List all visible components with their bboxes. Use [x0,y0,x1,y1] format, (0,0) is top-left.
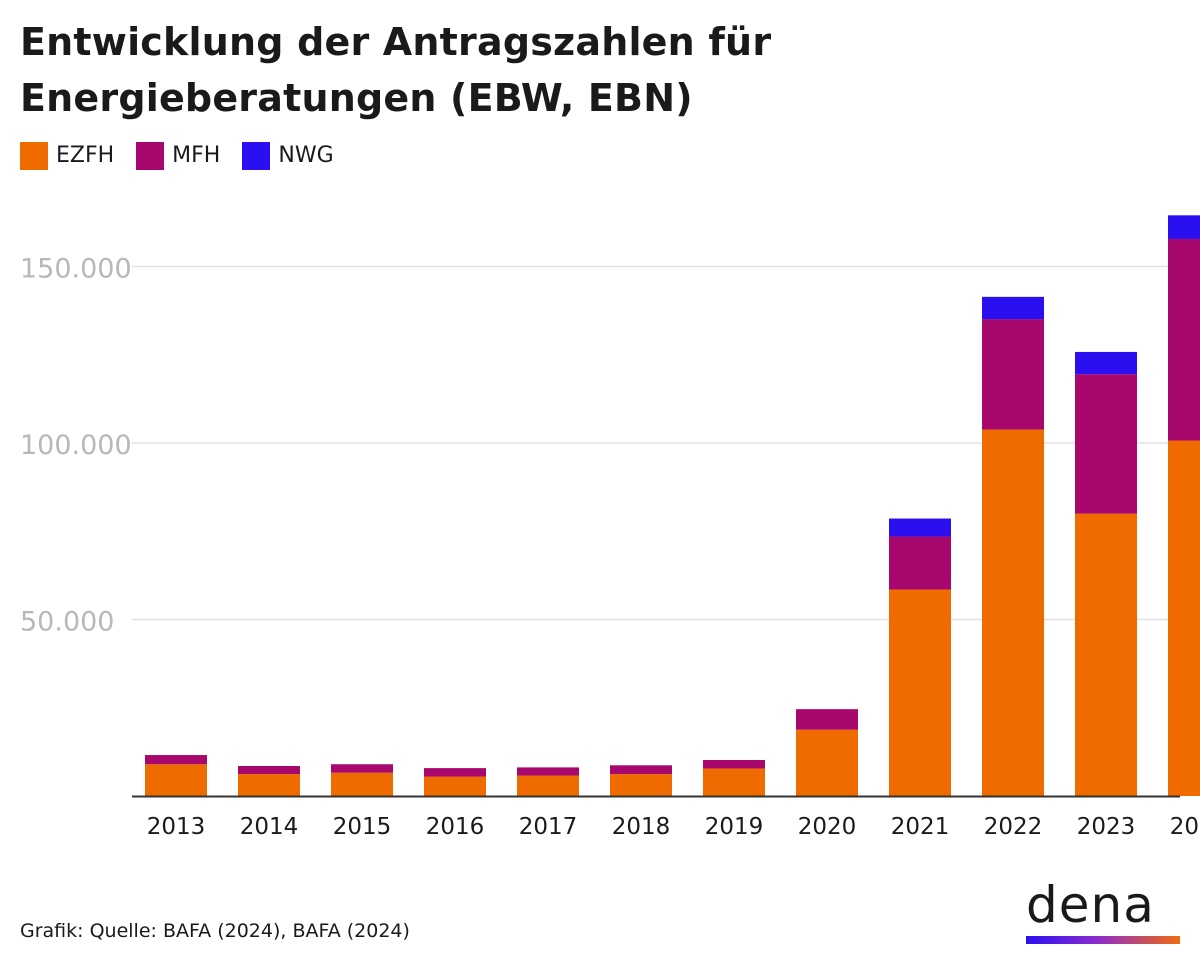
x-tick-label-2015: 2015 [333,814,392,840]
bar-mfh-2019 [703,759,765,769]
source-note: Grafik: Quelle: BAFA (2024), BAFA (2024) [20,920,410,942]
bar-ezfh-2017 [517,775,579,796]
bar-mfh-2024 [1168,238,1200,441]
x-tick-label-2017: 2017 [519,814,578,840]
x-tick-label-2023: 2023 [1077,814,1136,840]
bar-mfh-2021 [889,536,951,590]
bar-ezfh-2018 [610,774,672,796]
bar-ezfh-2013 [145,764,207,796]
bar-mfh-2013 [145,755,207,765]
dena-logo: dena [1026,880,1180,944]
bar-mfh-2022 [982,319,1044,430]
bar-mfh-2023 [1075,374,1137,514]
y-tick-label-1: 100.000 [20,430,132,461]
logo-gradient-bar [1026,936,1180,944]
bar-mfh-2015 [331,764,393,773]
legend-item-ezfh: EZFH [20,142,114,170]
bar-nwg-2021 [889,518,951,537]
bar-ezfh-2024 [1168,440,1200,796]
legend-swatch-mfh [136,142,165,170]
bar-nwg-2024 [1168,215,1200,239]
bar-mfh-2018 [610,765,672,775]
bar-ezfh-2015 [331,772,393,796]
stacked-bar-chart: 50.000 100.000 150.000 2013 2014 2015 2016 2017… [20,215,1200,840]
legend-swatch-nwg [242,142,271,170]
legend-item-mfh: MFH [136,142,220,170]
legend: EZFH MFH NWG [20,142,356,170]
bar-ezfh-2014 [238,774,300,796]
bar-ezfh-2022 [982,429,1044,796]
legend-label-mfh: MFH [172,143,221,168]
x-tick-label-2019: 2019 [705,814,764,840]
bar-nwg-2023 [1075,351,1137,375]
y-tick-label-0: 50.000 [20,607,114,638]
y-tick-label-2: 150.000 [20,254,132,285]
chart-title: Entwicklung der Antragszahlen für Energi… [20,20,772,120]
x-tick-label-2014: 2014 [240,814,299,840]
bar-mfh-2020 [796,709,858,730]
bar-ezfh-2023 [1075,513,1137,796]
bar-mfh-2014 [238,765,300,775]
legend-label-ezfh: EZFH [56,143,115,168]
bar-ezfh-2021 [889,589,951,796]
x-tick-label-2020: 2020 [798,814,857,840]
x-tick-label-2024: 2024 [1170,814,1200,840]
bar-ezfh-2016 [424,776,486,796]
legend-label-nwg: NWG [278,143,334,168]
bar-nwg-2022 [982,296,1044,320]
bar-ezfh-2019 [703,768,765,796]
legend-item-nwg: NWG [242,142,334,170]
bar-mfh-2016 [424,768,486,777]
bar-mfh-2017 [517,767,579,776]
x-tick-label-2018: 2018 [612,814,671,840]
bar-ezfh-2020 [796,729,858,796]
x-tick-label-2016: 2016 [426,814,485,840]
legend-swatch-ezfh [20,142,48,170]
x-tick-label-2021: 2021 [891,814,950,840]
x-tick-label-2013: 2013 [147,814,206,840]
logo-text: dena [1026,876,1155,934]
x-tick-label-2022: 2022 [984,814,1043,840]
